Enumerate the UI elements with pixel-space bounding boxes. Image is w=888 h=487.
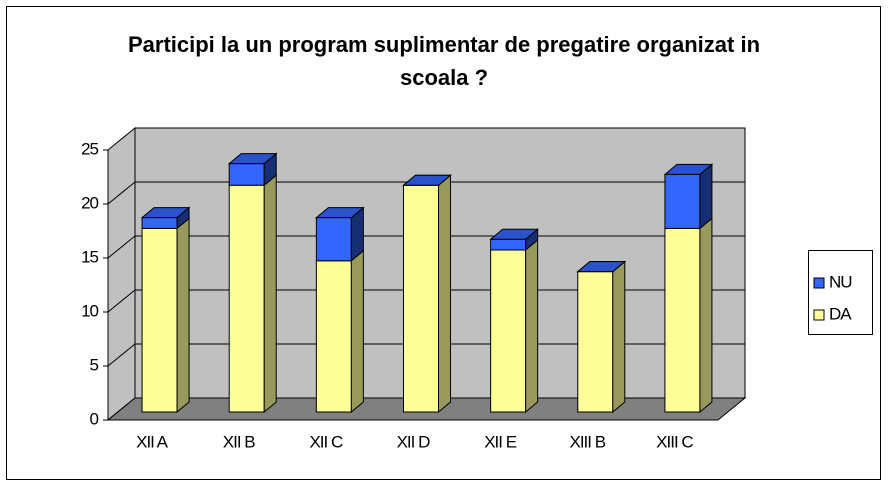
bar [141,227,178,413]
y-tick-label: 20 [81,193,98,212]
y-tick-label: 0 [90,409,99,428]
bar [403,184,439,413]
legend-label: NU [829,272,852,291]
grid-line [107,343,136,367]
bar-side [350,249,364,414]
bar-side [612,260,626,414]
x-tick-label: XII E [484,432,517,451]
bar [315,260,352,413]
grid-line [107,181,136,205]
bar-top [227,153,278,165]
bar-side [699,217,713,414]
bar-top [576,261,627,273]
legend-swatch [813,309,825,321]
side-wall [107,126,136,422]
x-tick-label: XII B [223,432,256,451]
bar [490,238,527,251]
x-tick-label: XII A [136,432,169,451]
bar [315,217,352,262]
bar [228,184,265,413]
bar-top [489,228,540,240]
x-tick-label: XIII B [569,432,605,451]
bar-top [314,207,365,219]
bar-side [176,217,190,414]
bar-top [140,207,191,219]
y-tick-label: 5 [90,355,99,374]
bar [490,249,527,413]
bar-side [263,174,277,414]
bar-top [402,174,452,186]
bar-side [525,238,539,414]
bar [664,227,701,413]
bar [577,271,614,413]
x-tick-label: XIII C [656,432,693,451]
grid-line [107,235,136,259]
x-tick-label: XII C [309,432,343,451]
chart-title: Participi la un program suplimentar de p… [127,32,761,90]
bar-side [699,163,713,230]
bar [228,163,265,186]
bar-top [663,163,714,175]
x-tick-label: XII D [397,432,431,451]
bar-side [438,174,451,414]
y-tick-label: 15 [81,247,98,266]
y-tick-label: 10 [81,301,98,320]
legend-label: DA [829,304,852,323]
legend-swatch [813,277,825,289]
bar [664,173,701,229]
y-tick-label: 25 [81,139,98,158]
grid-line [107,289,136,313]
bar [141,217,178,229]
